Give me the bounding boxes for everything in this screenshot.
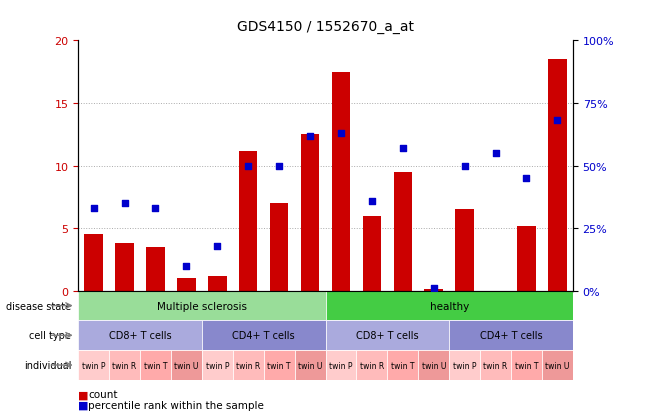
Text: twin R: twin R bbox=[113, 361, 137, 370]
Text: twin P: twin P bbox=[329, 361, 353, 370]
FancyBboxPatch shape bbox=[109, 350, 140, 380]
FancyBboxPatch shape bbox=[480, 350, 511, 380]
Bar bbox=[146, 247, 165, 291]
Bar bbox=[424, 290, 443, 291]
Bar bbox=[517, 226, 536, 291]
Point bbox=[181, 263, 191, 269]
Point bbox=[490, 150, 501, 157]
Point bbox=[552, 118, 562, 124]
FancyBboxPatch shape bbox=[78, 291, 326, 320]
FancyBboxPatch shape bbox=[233, 350, 264, 380]
Text: twin U: twin U bbox=[422, 361, 446, 370]
Text: twin T: twin T bbox=[268, 361, 291, 370]
Point bbox=[398, 145, 408, 152]
Bar bbox=[331, 73, 350, 291]
FancyBboxPatch shape bbox=[542, 350, 573, 380]
Point bbox=[150, 205, 161, 212]
FancyBboxPatch shape bbox=[78, 320, 202, 350]
FancyBboxPatch shape bbox=[294, 350, 326, 380]
Bar bbox=[363, 216, 381, 291]
Text: count: count bbox=[88, 389, 117, 399]
Bar bbox=[115, 244, 133, 291]
Point bbox=[305, 133, 315, 140]
FancyBboxPatch shape bbox=[171, 350, 202, 380]
FancyBboxPatch shape bbox=[387, 350, 418, 380]
Text: twin U: twin U bbox=[546, 361, 570, 370]
FancyBboxPatch shape bbox=[326, 350, 357, 380]
Point bbox=[119, 200, 130, 207]
Text: twin R: twin R bbox=[236, 361, 260, 370]
FancyBboxPatch shape bbox=[357, 350, 387, 380]
FancyBboxPatch shape bbox=[449, 320, 573, 350]
Text: healthy: healthy bbox=[430, 301, 469, 311]
Text: CD8+ T cells: CD8+ T cells bbox=[109, 330, 171, 340]
Point bbox=[367, 198, 377, 204]
FancyBboxPatch shape bbox=[449, 350, 480, 380]
Point bbox=[274, 163, 284, 169]
Point bbox=[243, 163, 253, 169]
Bar bbox=[455, 210, 474, 291]
Bar bbox=[270, 204, 288, 291]
FancyBboxPatch shape bbox=[511, 350, 542, 380]
Bar bbox=[548, 60, 566, 291]
Text: twin P: twin P bbox=[82, 361, 105, 370]
Bar bbox=[208, 276, 227, 291]
Text: twin T: twin T bbox=[391, 361, 415, 370]
Text: twin R: twin R bbox=[484, 361, 508, 370]
FancyBboxPatch shape bbox=[202, 350, 233, 380]
Text: CD4+ T cells: CD4+ T cells bbox=[232, 330, 295, 340]
Text: CD8+ T cells: CD8+ T cells bbox=[356, 330, 419, 340]
FancyBboxPatch shape bbox=[264, 350, 294, 380]
Text: Multiple sclerosis: Multiple sclerosis bbox=[157, 301, 247, 311]
Text: GDS4150 / 1552670_a_at: GDS4150 / 1552670_a_at bbox=[237, 20, 414, 34]
Text: twin U: twin U bbox=[174, 361, 199, 370]
Text: twin T: twin T bbox=[515, 361, 538, 370]
FancyBboxPatch shape bbox=[326, 291, 573, 320]
Point bbox=[212, 243, 223, 249]
Text: ■: ■ bbox=[78, 389, 89, 399]
Text: percentile rank within the sample: percentile rank within the sample bbox=[88, 400, 264, 410]
Text: twin R: twin R bbox=[360, 361, 384, 370]
FancyBboxPatch shape bbox=[140, 350, 171, 380]
Point bbox=[428, 285, 439, 292]
Point bbox=[89, 205, 99, 212]
Bar bbox=[301, 135, 319, 291]
Bar bbox=[393, 172, 412, 291]
Point bbox=[460, 163, 470, 169]
Bar bbox=[239, 151, 257, 291]
Text: twin P: twin P bbox=[206, 361, 229, 370]
Text: twin T: twin T bbox=[144, 361, 167, 370]
Text: individual: individual bbox=[23, 360, 71, 370]
Point bbox=[336, 131, 346, 137]
FancyBboxPatch shape bbox=[326, 320, 449, 350]
Text: twin U: twin U bbox=[298, 361, 322, 370]
FancyBboxPatch shape bbox=[418, 350, 449, 380]
Point bbox=[521, 176, 532, 182]
Text: cell type: cell type bbox=[29, 330, 71, 340]
FancyBboxPatch shape bbox=[78, 350, 109, 380]
Text: ■: ■ bbox=[78, 400, 89, 410]
Bar bbox=[177, 278, 196, 291]
Text: twin P: twin P bbox=[453, 361, 477, 370]
Text: disease state: disease state bbox=[6, 301, 71, 311]
FancyBboxPatch shape bbox=[202, 320, 326, 350]
Text: CD4+ T cells: CD4+ T cells bbox=[480, 330, 542, 340]
Bar bbox=[84, 235, 103, 291]
